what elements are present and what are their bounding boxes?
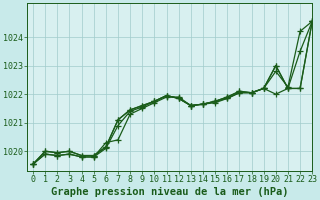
X-axis label: Graphe pression niveau de la mer (hPa): Graphe pression niveau de la mer (hPa) [51,187,288,197]
